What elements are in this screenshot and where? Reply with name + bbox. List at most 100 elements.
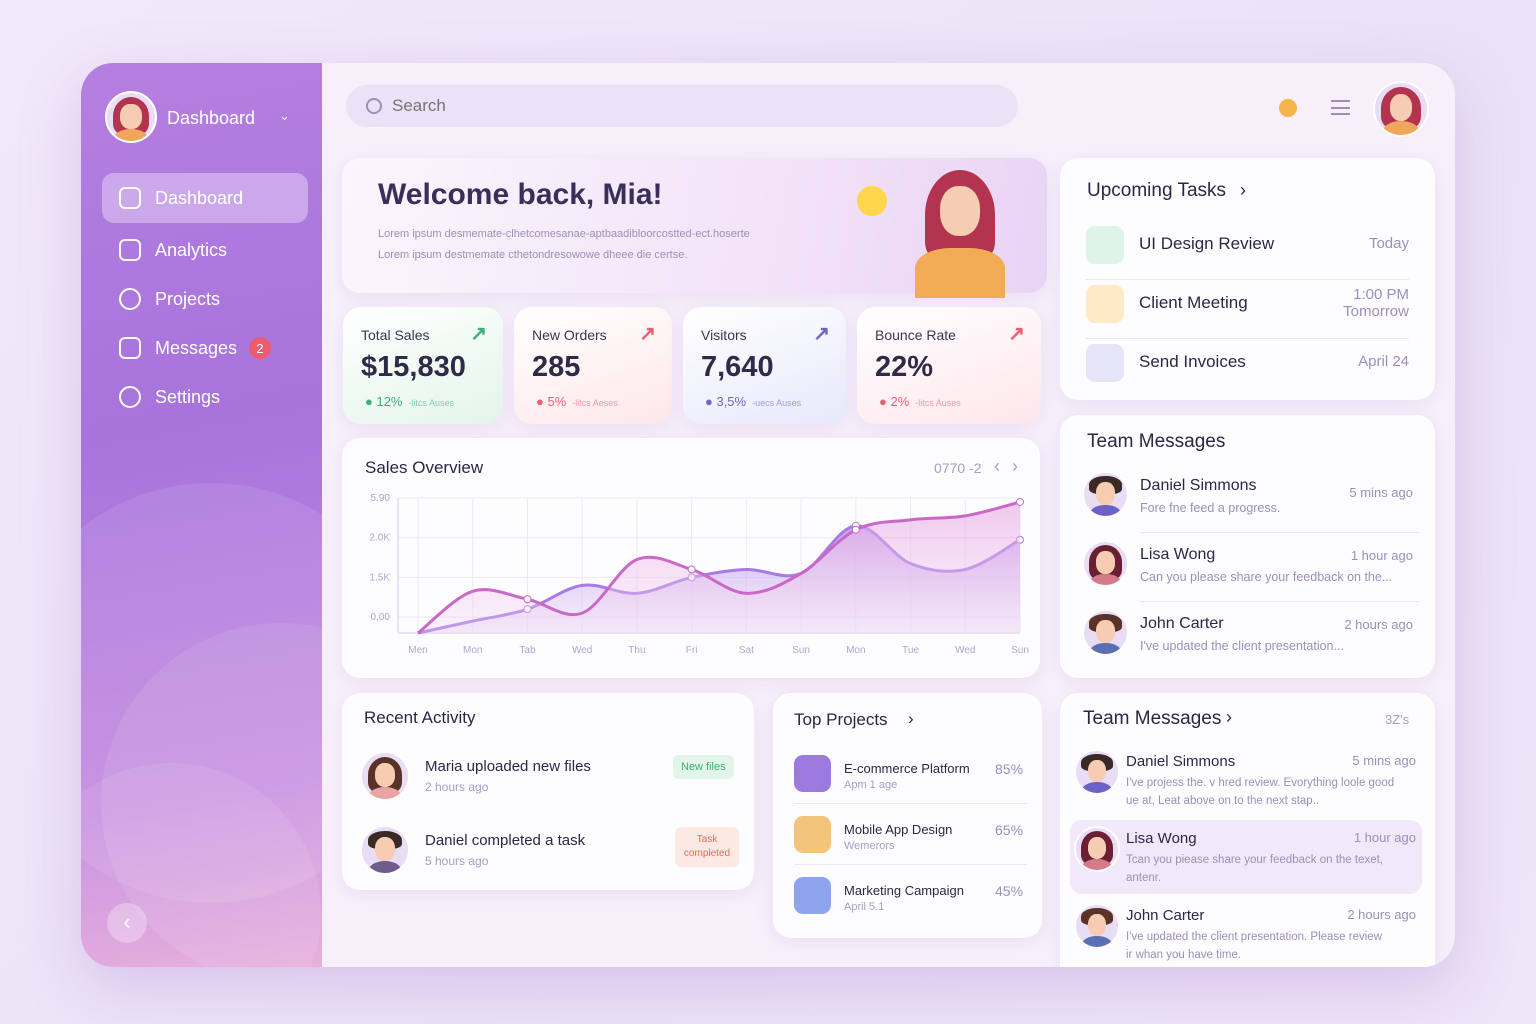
stat-card[interactable]: Total Sales ↗ $15,830 ● 12% -litcs Auses (343, 307, 503, 424)
change-label: -litcs Aeses (572, 398, 618, 408)
app-window: Dashboard ⌄ Dashboard Analytics Projects… (81, 63, 1455, 967)
search-bar[interactable] (346, 85, 1018, 127)
welcome-title: Welcome back, Mia! (378, 178, 663, 211)
search-input[interactable] (392, 96, 892, 116)
stat-change: ● 3,5% -uecs Auses (705, 394, 802, 409)
profile-avatar[interactable] (1373, 81, 1429, 137)
message-count: 3Z's (1385, 712, 1410, 727)
chevron-right-icon[interactable]: › (908, 709, 914, 728)
sender-name: Lisa Wong (1126, 830, 1197, 847)
team-messages-card: Team Messages Daniel Simmons 5 mins ago … (1060, 415, 1435, 678)
activity-text: Maria uploaded new files (425, 758, 591, 775)
sidebar-item-dashboard[interactable]: Dashboard (102, 173, 308, 223)
message-item[interactable]: Daniel Simmons 5 mins ago Fore fne feed … (1060, 471, 1435, 535)
sidebar: Dashboard ⌄ Dashboard Analytics Projects… (81, 63, 322, 967)
task-item[interactable]: Send Invoices April 24 (1086, 342, 1409, 382)
date-range: 0770 -2 (934, 460, 982, 476)
menu-icon[interactable] (1331, 100, 1350, 115)
project-sub: April 5.1 (844, 901, 885, 913)
x-tick-label: Mon (463, 645, 482, 656)
project-progress: 85% (995, 761, 1024, 777)
card-title[interactable]: Top Projects (794, 710, 888, 729)
project-item[interactable]: E-commerce Platform Apm 1 age 85% (773, 753, 1042, 809)
sender-name: Daniel Simmons (1140, 477, 1257, 494)
sidebar-item-label: Dashboard (155, 187, 244, 208)
y-tick-label: 0.00 (371, 612, 391, 623)
avatar (1082, 609, 1129, 656)
message-preview: antenr. (1126, 872, 1162, 884)
analytics-icon (119, 239, 141, 261)
user-avatar[interactable] (105, 91, 157, 143)
avatar (1074, 826, 1120, 872)
sidebar-item-messages[interactable]: Messages 2 (102, 323, 308, 373)
projects-icon (119, 288, 141, 310)
sidebar-item-label: Messages (155, 337, 238, 358)
lightbulb-icon (857, 186, 887, 216)
sidebar-item-projects[interactable]: Projects (102, 274, 308, 324)
task-due-time: 1:00 PM (1353, 286, 1409, 303)
change-label: -litcs Auses (915, 398, 961, 408)
card-title[interactable]: Upcoming Tasks (1087, 180, 1227, 201)
messages-icon (119, 337, 141, 359)
card-title[interactable]: Team Messages (1083, 708, 1222, 729)
project-icon (794, 877, 831, 914)
y-tick-label: 5.90 (371, 493, 391, 504)
activity-time: 2 hours ago (425, 780, 489, 794)
chevron-right-icon[interactable]: › (1240, 180, 1246, 200)
project-item[interactable]: Mobile App Design Wemerors 65% (773, 814, 1042, 870)
messages-badge: 2 (249, 337, 272, 359)
stat-change: ● 12% -litcs Auses (365, 394, 455, 409)
notification-icon[interactable] (1279, 99, 1297, 117)
message-time: 5 mins ago (1349, 485, 1413, 500)
stat-label: Bounce Rate (875, 327, 956, 343)
stat-value: $15,830 (361, 351, 466, 383)
task-item[interactable]: UI Design Review Today (1086, 224, 1409, 280)
chevron-right-icon[interactable]: › (1012, 456, 1018, 476)
chevron-down-icon[interactable]: ⌄ (279, 108, 290, 123)
project-name: Marketing Campaign (844, 883, 964, 898)
chevron-left-icon[interactable]: ‹ (994, 456, 1000, 476)
sidebar-item-label: Analytics (155, 239, 228, 260)
welcome-text: Lorem ipsum destmemate cthetondresowowe … (378, 249, 688, 261)
message-preview: I've updated the client presentation... (1140, 639, 1344, 653)
change-label: -litcs Auses (408, 398, 455, 408)
message-item[interactable]: Daniel Simmons 5 mins ago I've projess t… (1070, 743, 1422, 817)
x-tick-label: Sun (1011, 645, 1029, 656)
task-item[interactable]: Client Meeting 1:00 PM Tomorrow (1086, 283, 1409, 339)
x-tick-label: Tab (519, 645, 536, 656)
sender-name: Daniel Simmons (1126, 753, 1236, 770)
project-item[interactable]: Marketing Campaign April 5.1 45% (773, 875, 1042, 931)
sidebar-item-settings[interactable]: Settings (102, 372, 308, 422)
message-preview: Tcan you piease share your feedback on t… (1126, 854, 1383, 866)
project-sub: Apm 1 age (844, 779, 898, 791)
project-progress: 45% (995, 883, 1024, 899)
stat-value: 7,640 (701, 351, 774, 383)
message-item[interactable]: John Carter 2 hours ago I've updated the… (1060, 609, 1435, 673)
change-label: -uecs Auses (752, 398, 802, 408)
stat-card[interactable]: Visitors ↗ 7,640 ● 3,5% -uecs Auses (683, 307, 846, 424)
message-item[interactable]: Lisa Wong 1 hour ago Tcan you piease sha… (1070, 820, 1422, 894)
invoice-icon (1086, 344, 1124, 382)
message-time: 2 hours ago (1344, 617, 1413, 632)
message-item[interactable]: John Carter 2 hours ago I've updated the… (1070, 897, 1422, 967)
stat-card[interactable]: New Orders ↗ 285 ● 5% -litcs Aeses (514, 307, 672, 424)
series-line-0 (417, 500, 1021, 635)
recent-activity-card: Recent Activity Maria uploaded new files… (342, 693, 754, 890)
sender-name: John Carter (1140, 615, 1224, 632)
dashboard-icon (119, 187, 141, 209)
message-preview: I've projess the. v hred review. Evoryth… (1126, 777, 1395, 789)
calendar-icon (1086, 285, 1124, 323)
chevron-right-icon[interactable]: › (1226, 707, 1232, 727)
sidebar-item-analytics[interactable]: Analytics (102, 225, 308, 275)
sidebar-item-label: Settings (155, 386, 221, 407)
task-name: Send Invoices (1139, 352, 1246, 371)
stat-card[interactable]: Bounce Rate ↗ 22% ● 2% -litcs Auses (857, 307, 1041, 424)
message-time: 1 hour ago (1353, 830, 1416, 845)
task-due-day: Tomorrow (1343, 303, 1409, 320)
change-value: 5% (547, 394, 567, 409)
message-item[interactable]: Lisa Wong 1 hour ago Can you please shar… (1060, 540, 1435, 604)
card-title: Sales Overview (365, 458, 484, 477)
card-title: Recent Activity (364, 708, 476, 727)
data-point (523, 595, 532, 604)
chevron-left-icon[interactable]: ‹ (107, 903, 147, 943)
